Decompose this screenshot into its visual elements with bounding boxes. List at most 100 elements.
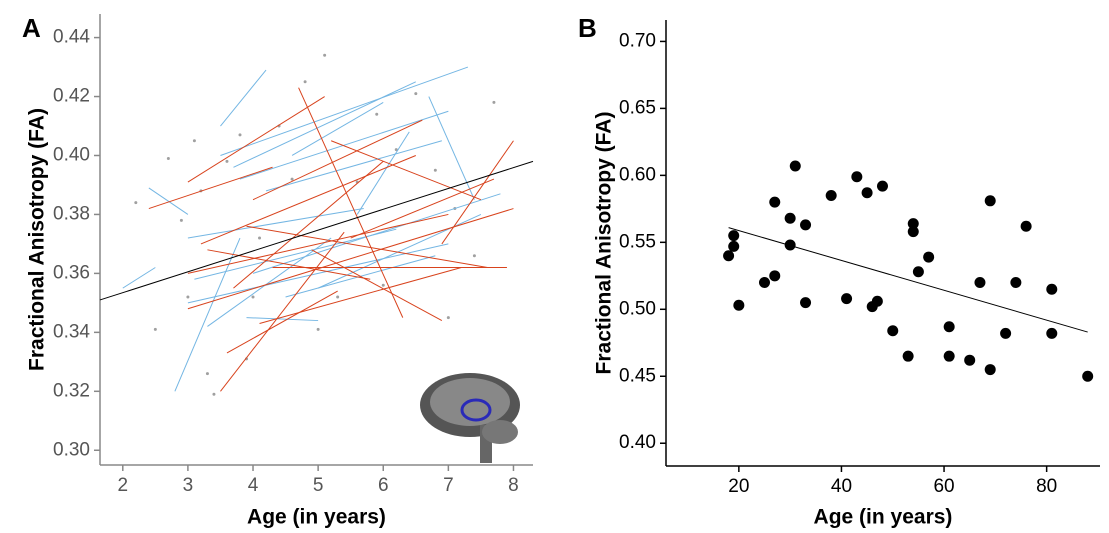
subject-line: [233, 161, 384, 289]
subject-line: [330, 140, 482, 201]
x-axis-label: Age (in years): [814, 506, 953, 529]
point: [800, 219, 812, 231]
subject-line: [148, 187, 189, 215]
y-tick-label: 0.60: [619, 164, 656, 185]
subject-line: [187, 96, 325, 183]
panel-label: A: [22, 13, 41, 43]
subject-line: [122, 267, 156, 289]
point: [943, 350, 955, 362]
y-tick-label: 0.38: [53, 203, 90, 224]
point: [728, 240, 740, 252]
subject-line: [187, 208, 514, 310]
point: [964, 354, 976, 366]
subject-line: [226, 290, 338, 354]
subject-line: [194, 228, 397, 280]
y-tick-label: 0.40: [619, 432, 656, 453]
point: [789, 160, 801, 172]
gray-point: [336, 295, 340, 299]
point: [784, 212, 796, 224]
x-tick-label: 5: [313, 475, 324, 496]
gray-point: [225, 159, 229, 163]
y-tick-label: 0.30: [53, 439, 90, 460]
point: [984, 364, 996, 376]
gray-point: [212, 392, 216, 396]
gray-point: [492, 100, 496, 104]
y-tick-label: 0.32: [53, 380, 90, 401]
point: [841, 293, 853, 305]
point: [1010, 277, 1022, 289]
x-tick-label: 40: [831, 476, 852, 497]
x-tick-label: 20: [728, 476, 749, 497]
point: [943, 321, 955, 333]
subject-line: [239, 110, 449, 180]
y-axis-label: Fractional Anisotropy (FA): [26, 108, 49, 371]
gray-point: [238, 133, 242, 137]
gray-point: [433, 168, 437, 172]
x-tick-label: 4: [248, 475, 259, 496]
gray-point: [375, 112, 379, 116]
point: [851, 171, 863, 183]
subject-line: [187, 213, 449, 274]
subject-line: [220, 66, 469, 156]
point: [974, 277, 986, 289]
subject-line: [200, 155, 416, 245]
x-tick-label: 80: [1036, 476, 1057, 497]
subject-line: [265, 140, 442, 192]
trend-line: [99, 160, 534, 301]
brain-icon: [420, 373, 520, 463]
point: [1082, 370, 1094, 382]
gray-point: [323, 53, 327, 57]
y-tick-label: 0.65: [619, 97, 656, 118]
x-tick-label: 6: [378, 475, 389, 496]
point: [907, 226, 919, 238]
y-axis-label: Fractional Anisotropy (FA): [593, 112, 616, 375]
point: [728, 230, 740, 242]
point: [825, 189, 837, 201]
point: [1020, 220, 1032, 232]
x-tick-label: 3: [183, 475, 194, 496]
trend-line: [728, 227, 1088, 333]
panel: A 0.30 0.32 0.34 0.36 0.38 0.40 0.42 0.44 2 3 4 5 6 7 8…: [22, 13, 534, 529]
subject-line: [148, 166, 273, 210]
subject-line: [252, 119, 423, 201]
subject-line: [187, 208, 364, 239]
gray-point: [186, 295, 190, 299]
gray-point: [414, 92, 418, 96]
point: [769, 196, 781, 208]
gray-point: [153, 327, 157, 331]
x-tick-label: 7: [443, 475, 454, 496]
point: [923, 251, 935, 263]
point: [733, 299, 745, 311]
subject-line: [207, 237, 332, 327]
point: [887, 325, 899, 337]
subject-line: [350, 178, 495, 239]
subject-line: [311, 249, 443, 322]
subject-line: [246, 317, 319, 322]
point: [902, 350, 914, 362]
subject-line: [298, 87, 404, 318]
y-tick-label: 0.40: [53, 145, 90, 166]
point: [871, 295, 883, 307]
point: [1000, 327, 1012, 339]
x-axis-label: Age (in years): [247, 506, 386, 529]
point: [984, 195, 996, 207]
point: [758, 277, 770, 289]
y-tick-label: 0.55: [619, 231, 656, 252]
subject-line: [356, 131, 410, 215]
y-tick-label: 0.50: [619, 298, 656, 319]
subject-line: [291, 101, 384, 156]
subject-line: [246, 225, 488, 268]
point: [723, 250, 735, 262]
gray-point: [258, 236, 262, 240]
y-tick-label: 0.70: [619, 30, 656, 51]
gray-point: [192, 139, 196, 143]
gray-point: [166, 156, 170, 160]
subject-line: [428, 96, 475, 200]
y-tick-label: 0.42: [53, 86, 90, 107]
point: [912, 266, 924, 278]
gray-point: [179, 218, 183, 222]
point: [1046, 327, 1058, 339]
subject-line: [207, 249, 371, 280]
gray-point: [446, 316, 450, 320]
